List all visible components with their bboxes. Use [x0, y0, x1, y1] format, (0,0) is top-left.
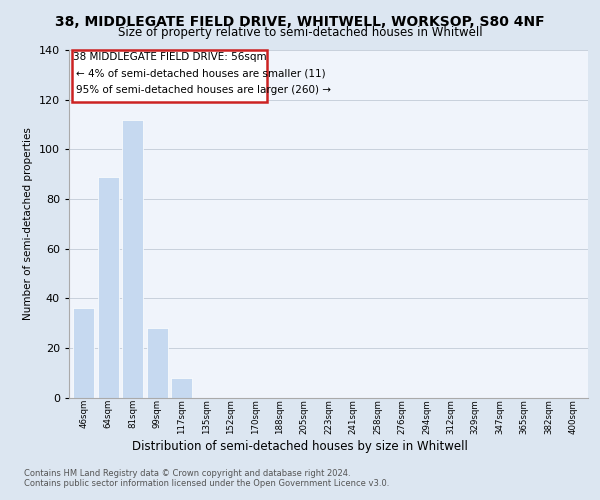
Text: Contains HM Land Registry data © Crown copyright and database right 2024.: Contains HM Land Registry data © Crown c…: [24, 469, 350, 478]
Text: Contains public sector information licensed under the Open Government Licence v3: Contains public sector information licen…: [24, 478, 389, 488]
Bar: [73, 308, 94, 398]
Text: 95% of semi-detached houses are larger (260) →: 95% of semi-detached houses are larger (…: [76, 85, 331, 95]
FancyBboxPatch shape: [72, 50, 267, 102]
Bar: [171, 378, 192, 398]
Text: 38, MIDDLEGATE FIELD DRIVE, WHITWELL, WORKSOP, S80 4NF: 38, MIDDLEGATE FIELD DRIVE, WHITWELL, WO…: [55, 15, 545, 29]
Text: 38 MIDDLEGATE FIELD DRIVE: 56sqm: 38 MIDDLEGATE FIELD DRIVE: 56sqm: [73, 52, 266, 62]
Bar: [147, 328, 167, 398]
Text: ← 4% of semi-detached houses are smaller (11): ← 4% of semi-detached houses are smaller…: [76, 69, 325, 79]
Bar: [98, 176, 119, 398]
Y-axis label: Number of semi-detached properties: Number of semi-detached properties: [23, 128, 33, 320]
Text: Distribution of semi-detached houses by size in Whitwell: Distribution of semi-detached houses by …: [132, 440, 468, 453]
Text: Size of property relative to semi-detached houses in Whitwell: Size of property relative to semi-detach…: [118, 26, 482, 39]
Bar: [122, 120, 143, 398]
